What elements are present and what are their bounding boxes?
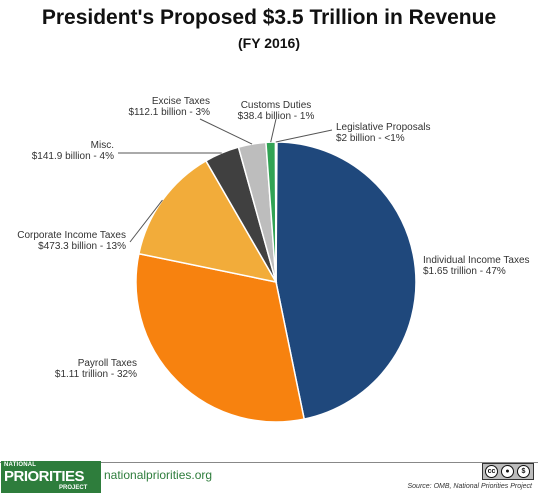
slice-value-3: $141.9 billion - 4%: [32, 151, 114, 162]
chart-title: President's Proposed $3.5 Trillion in Re…: [41, 6, 497, 29]
logo-line-3: PROJECT: [59, 485, 88, 491]
leader-line-2: [129, 199, 163, 243]
chart-subtitle: (FY 2016): [238, 35, 300, 51]
slice-value-0: $1.65 trillion - 47%: [423, 266, 506, 277]
leader-line-5: [270, 118, 277, 143]
slice-value-2: $473.3 billion - 13%: [38, 241, 126, 252]
creative-commons-by-nc-icon[interactable]: cc ● $: [482, 463, 534, 480]
slice-label-1: Payroll Taxes: [78, 358, 137, 369]
logo-line-1: NATIONAL: [4, 462, 37, 468]
footer-divider: [0, 462, 538, 463]
pie-chart: Individual Income Taxes$1.65 trillion - …: [17, 96, 530, 423]
npp-logo[interactable]: NATIONAL PRIORITIES PROJECT: [1, 461, 101, 493]
pie-slice-1: [135, 252, 306, 423]
slice-label-0: Individual Income Taxes: [423, 255, 530, 266]
slice-label-2: Corporate Income Taxes: [17, 230, 126, 241]
cc-circle-icon: cc: [485, 465, 498, 478]
slice-value-4: $112.1 billion - 3%: [128, 107, 210, 118]
nc-dollar-icon: $: [517, 465, 530, 478]
pie-slice-0: [275, 141, 417, 421]
by-person-icon: ●: [501, 465, 514, 478]
leader-line-6: [275, 129, 333, 143]
slice-value-6: $2 billion - <1%: [336, 133, 405, 144]
slice-label-5: Customs Duties: [241, 100, 312, 111]
site-link[interactable]: nationalpriorities.org: [104, 468, 213, 482]
slice-value-5: $38.4 billion - 1%: [238, 111, 315, 122]
leader-line-4: [199, 118, 253, 145]
pie-slice-6: [274, 141, 278, 283]
logo-line-2: PRIORITIES: [4, 468, 85, 485]
slice-label-4: Excise Taxes: [152, 96, 210, 107]
slice-label-3: Misc.: [91, 140, 114, 151]
slice-value-1: $1.11 trillion - 32%: [55, 369, 137, 380]
slice-label-6: Legislative Proposals: [336, 122, 431, 133]
source-note: Source: OMB, National Priorities Project: [407, 483, 533, 490]
